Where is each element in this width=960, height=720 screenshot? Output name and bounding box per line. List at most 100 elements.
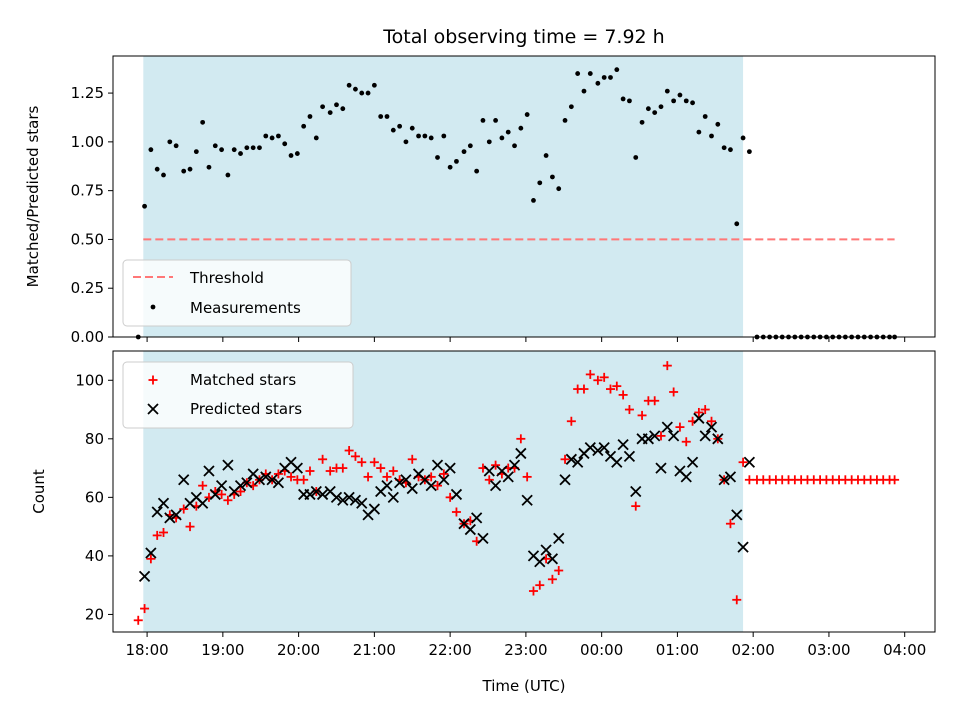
matched-star-point bbox=[732, 595, 742, 605]
measurement-point bbox=[505, 129, 511, 135]
measurement-point bbox=[269, 135, 275, 141]
predicted-star-point bbox=[502, 471, 514, 483]
predicted-star-point bbox=[431, 459, 444, 471]
measurement-point bbox=[474, 168, 480, 174]
top-y-axis-label: Matched/Predicted stars bbox=[24, 106, 42, 288]
matched-star-point bbox=[700, 405, 710, 415]
matched-star-point bbox=[388, 466, 398, 476]
matched-star-point bbox=[451, 507, 461, 517]
predicted-star-point bbox=[731, 509, 743, 521]
top-x-ticks bbox=[146, 337, 906, 342]
y-tick-label: 20 bbox=[85, 605, 104, 623]
matched-star-point bbox=[357, 457, 367, 467]
measurement-point bbox=[677, 92, 683, 98]
measurement-point bbox=[633, 155, 639, 160]
measurement-point bbox=[193, 149, 199, 155]
measurement-point bbox=[480, 117, 486, 123]
predicted-star-point bbox=[598, 441, 610, 454]
measurement-point bbox=[587, 71, 593, 76]
measurement-point bbox=[301, 123, 307, 129]
matched-star-point bbox=[159, 527, 169, 537]
measurement-point bbox=[282, 141, 288, 147]
matched-star-point bbox=[223, 495, 233, 505]
measurement-point bbox=[645, 106, 651, 112]
bottom-x-ticks: 18:00 19:00 20:00 21:00 22:00 23:00 00:00 01:00… bbox=[125, 632, 926, 659]
predicted-star-point bbox=[304, 488, 316, 501]
measurement-point bbox=[288, 153, 294, 158]
predicted-star-point bbox=[381, 480, 393, 492]
measurement-point bbox=[263, 133, 269, 139]
measurement-point bbox=[148, 147, 154, 153]
predicted-star-point bbox=[310, 485, 322, 498]
measurement-point bbox=[181, 168, 187, 174]
matched-star-point bbox=[407, 454, 417, 464]
measurement-point bbox=[639, 119, 645, 125]
x-tick-label: 18:00 bbox=[125, 641, 168, 659]
matched-star-point bbox=[535, 580, 545, 590]
predicted-star-point bbox=[584, 441, 596, 454]
y-tick-label: 0.00 bbox=[71, 328, 104, 346]
measurement-point bbox=[219, 147, 224, 153]
predicted-star-point bbox=[203, 465, 215, 477]
predicted-star-point bbox=[712, 433, 724, 445]
predicted-star-point bbox=[444, 462, 456, 474]
predicted-star-point bbox=[546, 553, 559, 565]
predicted-star-point bbox=[343, 491, 355, 503]
legend-matched-label: Matched stars bbox=[190, 371, 296, 389]
predicted-star-point bbox=[450, 488, 463, 501]
measurement-point bbox=[740, 135, 746, 141]
matched-star-point bbox=[707, 416, 717, 426]
predicted-star-point bbox=[170, 509, 182, 521]
measurement-point bbox=[454, 158, 459, 164]
matched-star-point bbox=[140, 604, 150, 614]
measurement-point bbox=[581, 88, 587, 94]
predicted-star-point bbox=[253, 474, 266, 486]
bottom-y-axis-label: Count bbox=[30, 469, 48, 514]
measurement-point bbox=[390, 127, 396, 133]
matched-star-point bbox=[179, 504, 189, 514]
y-tick-label: 1.25 bbox=[71, 84, 104, 102]
measurement-point bbox=[161, 172, 166, 178]
measurement-point bbox=[313, 135, 319, 141]
measurement-point bbox=[556, 186, 562, 192]
legend-box bbox=[122, 259, 352, 327]
measurement-point bbox=[620, 96, 626, 102]
matched-star-point bbox=[612, 381, 622, 391]
matched-star-point bbox=[198, 481, 208, 491]
matched-star-point bbox=[484, 475, 494, 485]
matched-star-point bbox=[560, 454, 570, 464]
y-tick-label: 40 bbox=[85, 547, 104, 565]
predicted-star-point bbox=[559, 474, 571, 486]
measurement-point bbox=[257, 145, 262, 151]
predicted-star-point bbox=[316, 488, 329, 501]
matched-star-point bbox=[637, 410, 647, 420]
measurement-point bbox=[486, 139, 492, 145]
predicted-star-point bbox=[260, 471, 272, 483]
predicted-star-point bbox=[387, 491, 399, 503]
y-tick-label: 100 bbox=[75, 371, 104, 389]
measurement-point bbox=[614, 67, 620, 73]
predicted-star-point bbox=[438, 474, 450, 486]
measurement-point bbox=[371, 82, 377, 88]
predicted-star-point bbox=[157, 497, 170, 509]
bottom-legend: Matched stars Predicted stars bbox=[122, 361, 354, 429]
measurement-point bbox=[447, 164, 453, 170]
measurement-point bbox=[142, 203, 147, 209]
matched-star-point bbox=[439, 469, 449, 479]
predicted-star-point bbox=[572, 456, 584, 468]
predicted-star-point bbox=[222, 459, 234, 471]
y-tick-label: 80 bbox=[85, 430, 104, 448]
predicted-star-point bbox=[151, 506, 163, 518]
predicted-star-point bbox=[406, 482, 418, 495]
legend-predicted-label: Predicted stars bbox=[190, 400, 302, 418]
legend-predicted-swatch bbox=[147, 403, 159, 415]
top-panel: 0.00 0.25 0.50 0.75 1.00 1.25 Total observing… bbox=[24, 26, 936, 346]
measurement-point bbox=[167, 139, 173, 145]
measurement-point bbox=[187, 166, 193, 172]
measurement-point bbox=[709, 133, 714, 139]
measurement-point bbox=[518, 125, 524, 131]
bottom-axes-frame bbox=[112, 350, 936, 633]
measurement-point bbox=[467, 143, 473, 149]
matched-star-point bbox=[605, 384, 615, 394]
predicted-star-point bbox=[178, 474, 190, 486]
